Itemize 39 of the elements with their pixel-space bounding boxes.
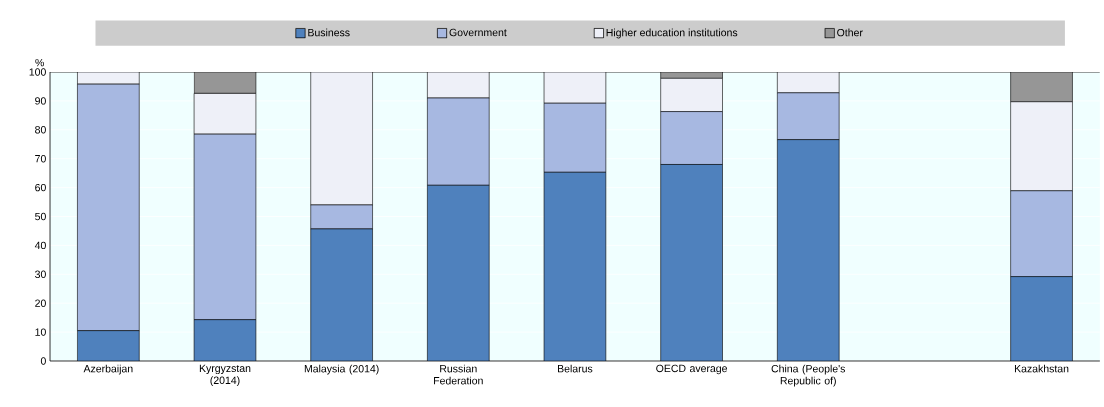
- legend-label: Business: [308, 28, 350, 37]
- y-tick-label: 80: [35, 126, 46, 134]
- y-tick-label: 10: [35, 328, 46, 336]
- x-tick-label: Azerbaijan: [83, 364, 133, 375]
- y-tick-label: 50: [35, 212, 46, 221]
- bar: [777, 71, 840, 94]
- bar: [660, 164, 723, 361]
- bar: [427, 184, 490, 361]
- y-tick-label: 20: [35, 299, 46, 307]
- bar: [777, 139, 840, 361]
- y-tick-label: 0: [40, 357, 46, 365]
- y-tick-label: 90: [35, 97, 46, 105]
- bar: [1010, 101, 1073, 192]
- legend-label: Higher education institutions: [606, 28, 738, 39]
- bar: [193, 319, 257, 361]
- bar: [310, 228, 373, 361]
- x-tick-label: China (People's Republic of): [771, 364, 846, 387]
- x-tick-label: Kyrgyzstan (2014): [199, 364, 251, 387]
- bar: [543, 171, 607, 361]
- y-axis-title: %: [35, 58, 44, 67]
- bar: [427, 71, 490, 99]
- y-tick-label: 70: [35, 154, 46, 163]
- x-tick-label: Belarus: [558, 364, 593, 373]
- bar: [660, 78, 723, 112]
- bar: [77, 330, 140, 361]
- bar: [193, 93, 257, 135]
- y-tick-label: 100: [29, 68, 46, 76]
- x-tick-label: Russian Federation: [434, 364, 483, 385]
- y-tick-label: 40: [34, 241, 46, 250]
- legend-label: Government: [449, 28, 507, 37]
- bar: [310, 71, 373, 206]
- bar: [543, 71, 607, 104]
- x-tick-label: OECD average: [656, 364, 727, 375]
- y-tick-label: 30: [35, 270, 46, 279]
- legend-label: Other: [837, 28, 863, 37]
- x-tick-label: Malaysia (2014): [304, 364, 379, 375]
- bar: [1010, 276, 1073, 361]
- y-tick-label: 60: [35, 183, 46, 192]
- x-tick-label: Kazakhstan: [1014, 364, 1069, 373]
